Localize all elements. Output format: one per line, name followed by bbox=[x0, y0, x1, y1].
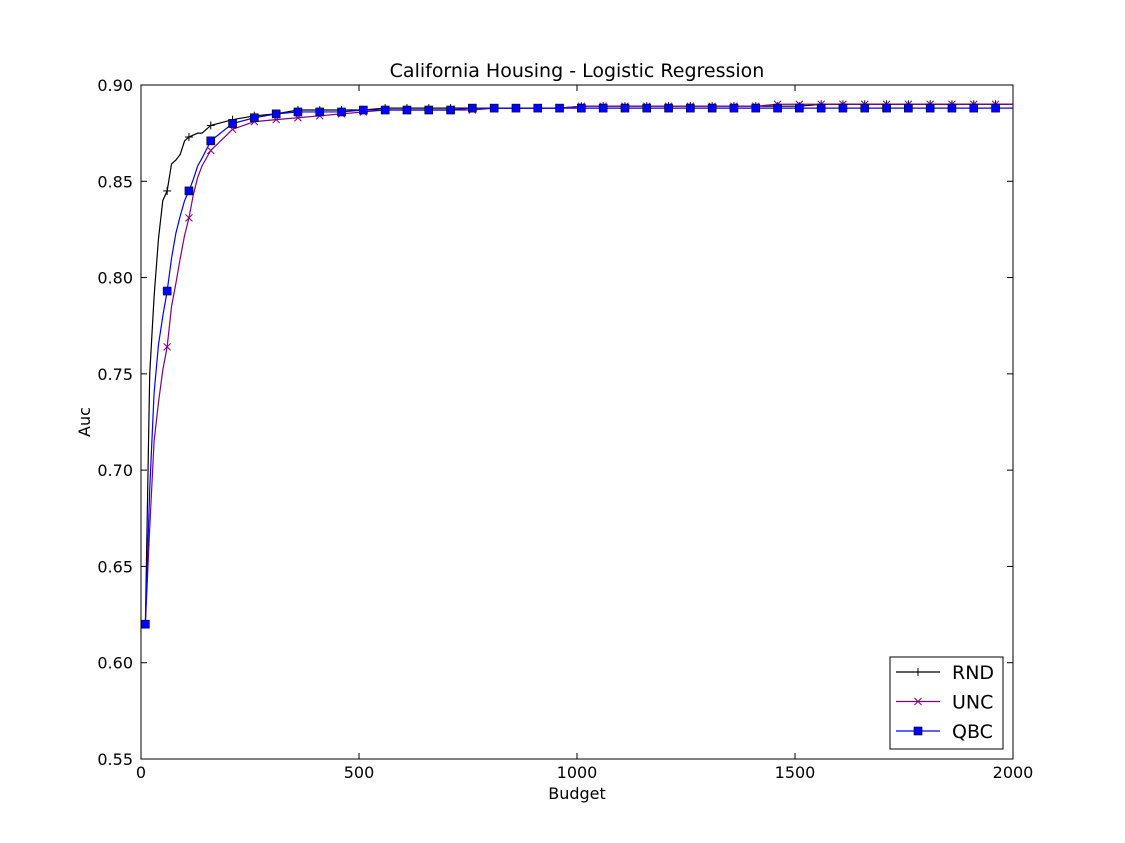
data-point-qbc bbox=[162, 286, 172, 296]
data-point-qbc bbox=[686, 103, 695, 113]
data-point-qbc bbox=[664, 103, 673, 113]
legend-item-rnd: RND bbox=[896, 662, 994, 684]
y-tick-label: 0.70 bbox=[97, 461, 133, 480]
data-point-qbc bbox=[555, 103, 564, 113]
data-point-qbc bbox=[228, 119, 237, 128]
data-point-qbc bbox=[991, 103, 1000, 113]
x-axis-ticks: 0 500 1000 1500 2000 bbox=[136, 85, 1033, 782]
y-tick-label: 0.85 bbox=[97, 172, 133, 191]
data-point-unc bbox=[185, 214, 193, 222]
y-tick-label: 0.65 bbox=[97, 557, 133, 576]
y-tick-label: 0.60 bbox=[97, 654, 133, 673]
data-point-qbc bbox=[337, 107, 346, 117]
x-tick-label: 2000 bbox=[993, 763, 1034, 782]
legend-label-rnd: RND bbox=[952, 662, 994, 684]
data-point-qbc bbox=[533, 103, 543, 113]
data-point-rnd bbox=[163, 186, 172, 195]
data-point-qbc bbox=[402, 105, 412, 115]
series-line-qbc bbox=[144, 107, 1013, 625]
legend-label-unc: UNC bbox=[952, 692, 993, 714]
data-point-qbc bbox=[489, 103, 499, 113]
data-point-qbc bbox=[446, 105, 455, 115]
series-line-unc bbox=[144, 103, 1013, 625]
x-tick-label: 500 bbox=[344, 763, 375, 782]
data-point-qbc bbox=[206, 136, 216, 146]
legend-item-qbc: QBC bbox=[896, 721, 993, 743]
data-point-qbc bbox=[925, 103, 935, 113]
data-point-qbc bbox=[141, 619, 150, 629]
data-point-qbc bbox=[947, 103, 957, 113]
chart-title: California Housing - Logistic Regression bbox=[390, 60, 765, 82]
data-point-qbc bbox=[293, 107, 303, 117]
data-point-qbc bbox=[359, 105, 368, 115]
legend: RND UNC QBC bbox=[889, 656, 1004, 750]
data-point-qbc bbox=[751, 103, 761, 113]
data-point-qbc bbox=[904, 103, 913, 113]
y-tick-label: 0.75 bbox=[97, 365, 133, 384]
y-axis-ticks: 0.55 0.60 0.65 0.70 0.75 0.80 0.85 0.90 bbox=[97, 76, 1013, 769]
data-point-qbc bbox=[468, 103, 477, 113]
data-point-qbc bbox=[511, 103, 521, 113]
data-point-qbc bbox=[729, 103, 739, 113]
data-point-qbc bbox=[598, 103, 608, 113]
data-point-qbc bbox=[882, 103, 891, 113]
legend-label-qbc: QBC bbox=[952, 721, 993, 743]
data-point-qbc bbox=[315, 107, 325, 117]
data-point-qbc bbox=[380, 105, 390, 115]
x-tick-label: 1000 bbox=[557, 763, 598, 782]
data-point-qbc bbox=[184, 186, 194, 196]
data-point-qbc bbox=[271, 109, 281, 119]
data-point-qbc bbox=[860, 103, 870, 113]
data-point-qbc bbox=[250, 113, 259, 123]
x-tick-label: 1500 bbox=[775, 763, 816, 782]
data-point-rnd bbox=[184, 132, 193, 141]
x-axis-label: Budget bbox=[548, 784, 606, 803]
data-point-qbc bbox=[795, 103, 804, 113]
y-tick-label: 0.80 bbox=[97, 269, 133, 288]
x-tick-label: 0 bbox=[136, 763, 146, 782]
y-axis-label: Auc bbox=[75, 407, 94, 437]
legend-item-unc: UNC bbox=[896, 692, 993, 714]
legend-marker-unc bbox=[914, 697, 922, 706]
series-qbc bbox=[141, 103, 1013, 629]
data-point-qbc bbox=[707, 103, 717, 113]
data-point-unc bbox=[163, 343, 172, 351]
data-point-qbc bbox=[642, 103, 652, 113]
data-point-qbc bbox=[620, 103, 630, 113]
series-layer bbox=[141, 100, 1013, 629]
legend-marker-qbc bbox=[913, 726, 923, 736]
legend-marker-rnd bbox=[914, 668, 922, 676]
data-point-rnd bbox=[206, 121, 215, 130]
data-point-unc bbox=[206, 146, 215, 155]
data-point-qbc bbox=[577, 103, 586, 113]
data-point-qbc bbox=[424, 105, 434, 115]
y-tick-label: 0.90 bbox=[97, 76, 133, 95]
data-point-qbc bbox=[816, 103, 826, 113]
data-point-qbc bbox=[773, 103, 782, 113]
data-point-qbc bbox=[838, 103, 848, 113]
data-point-qbc bbox=[969, 103, 979, 113]
y-tick-label: 0.55 bbox=[97, 750, 133, 769]
